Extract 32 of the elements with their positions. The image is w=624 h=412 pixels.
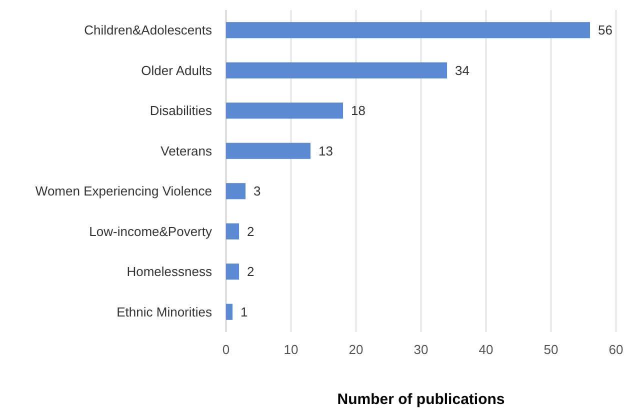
y-tick-label: Women Experiencing Violence — [35, 184, 212, 199]
x-tick-label: 20 — [348, 342, 364, 357]
bar — [226, 264, 239, 280]
y-tick-label: Children&Adolescents — [84, 22, 212, 38]
y-tick-label: Homelessness — [126, 264, 212, 280]
data-label: 1 — [240, 304, 248, 320]
y-tick-label: Veterans — [160, 143, 212, 158]
data-label: 34 — [455, 62, 470, 78]
data-label: 56 — [598, 22, 612, 38]
data-label: 3 — [254, 184, 261, 199]
y-tick-label: Older Adults — [141, 62, 212, 78]
bar — [226, 304, 232, 320]
data-label: 18 — [351, 103, 366, 118]
bar — [226, 183, 246, 200]
x-tick-label: 0 — [222, 342, 230, 357]
bar — [226, 102, 343, 119]
x-tick-label: 40 — [478, 342, 494, 357]
y-tick-label: Ethnic Minorities — [116, 304, 212, 320]
bar — [226, 62, 447, 78]
x-tick-label: 30 — [414, 342, 428, 357]
x-tick-label: 10 — [284, 342, 298, 357]
data-label: 2 — [247, 264, 254, 280]
x-axis-title: Number of publications — [337, 391, 505, 408]
y-tick-label: Low-income&Poverty — [89, 224, 212, 239]
data-label: 13 — [318, 143, 333, 158]
bar — [226, 142, 310, 159]
x-tick-label: 60 — [608, 342, 624, 357]
y-tick-label: Disabilities — [150, 103, 212, 118]
x-tick-label: 50 — [544, 342, 558, 357]
bar — [226, 223, 239, 240]
data-label: 2 — [247, 224, 254, 239]
bar — [226, 22, 590, 38]
